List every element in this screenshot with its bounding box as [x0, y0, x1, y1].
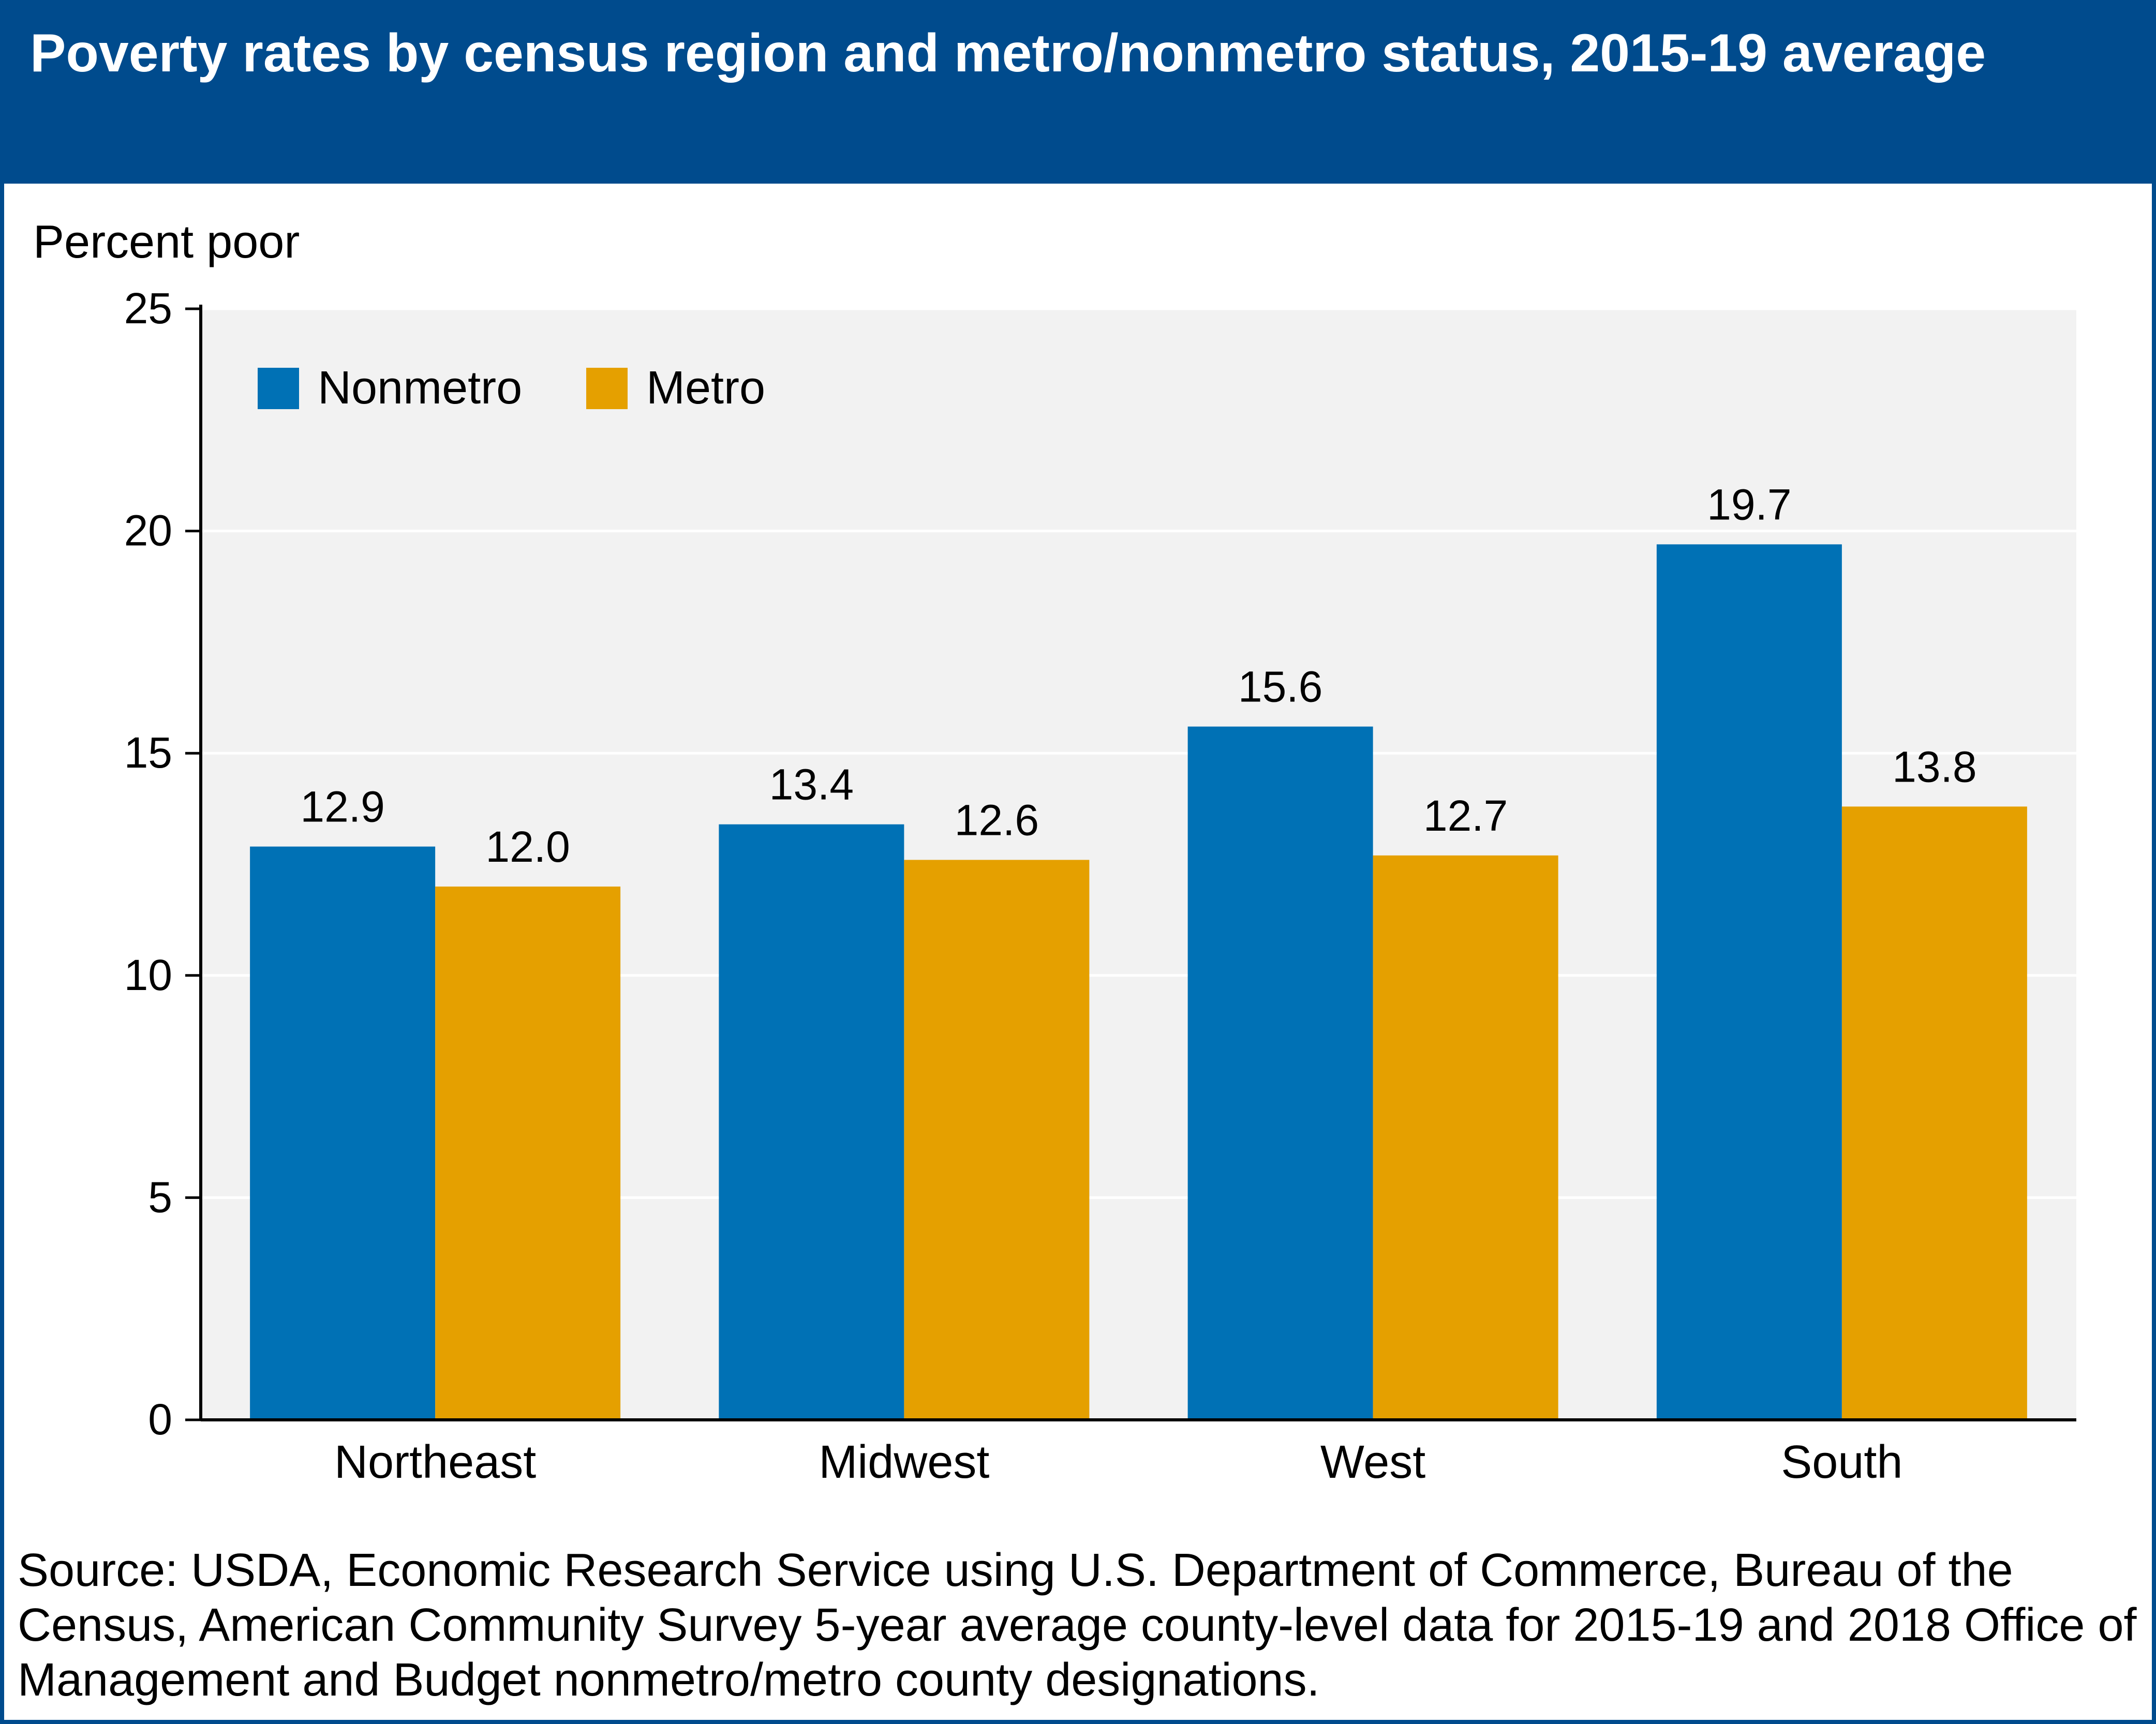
- source-note: Source: USDA, Economic Research Service …: [18, 1545, 2137, 1706]
- bar-nonmetro-south: [1656, 544, 1842, 1420]
- bar-metro-midwest: [904, 860, 1090, 1420]
- x-tick-label-south: South: [1781, 1436, 1902, 1488]
- y-tick-label-25: 25: [124, 284, 172, 333]
- y-tick-label-0: 0: [148, 1395, 172, 1444]
- data-label-nonmetro-northeast: 12.9: [300, 783, 385, 831]
- legend-swatch-nonmetro: [258, 368, 299, 409]
- legend-swatch-metro: [586, 368, 628, 409]
- data-label-metro-south: 13.8: [1892, 742, 1977, 791]
- legend: Nonmetro Metro: [258, 362, 765, 414]
- y-axis-title: Percent poor: [33, 216, 300, 268]
- y-tick-label-10: 10: [124, 951, 172, 999]
- bars: [250, 544, 2027, 1420]
- y-tick-label-5: 5: [148, 1173, 172, 1221]
- data-label-nonmetro-midwest: 13.4: [769, 760, 854, 809]
- bar-nonmetro-midwest: [719, 824, 904, 1420]
- chart-header: Poverty rates by census region and metro…: [4, 4, 2152, 184]
- x-tick-label-west: West: [1320, 1436, 1425, 1488]
- bar-metro-northeast: [435, 886, 621, 1420]
- data-label-metro-west: 12.7: [1423, 791, 1508, 840]
- y-tick-label-20: 20: [124, 506, 172, 555]
- y-tick-label-15: 15: [124, 728, 172, 777]
- chart-title: Poverty rates by census region and metro…: [30, 23, 1986, 83]
- data-label-nonmetro-south: 19.7: [1707, 480, 1792, 529]
- bar-metro-south: [1841, 806, 2027, 1420]
- bar-metro-west: [1373, 855, 1558, 1420]
- legend-label-nonmetro: Nonmetro: [318, 362, 522, 414]
- bar-chart: 12.9 12.0 13.4 12.6 15.6 12.7 19.7 13.8 0 5 10 15 2…: [33, 216, 2076, 1488]
- data-label-metro-midwest: 12.6: [955, 796, 1039, 844]
- data-label-nonmetro-west: 15.6: [1238, 663, 1323, 711]
- x-tick-label-northeast: Northeast: [334, 1436, 536, 1488]
- bar-nonmetro-northeast: [250, 846, 436, 1420]
- axes: 0 5 10 15 20 25 Northeast Midwest West South: [124, 284, 2076, 1488]
- bar-nonmetro-west: [1187, 726, 1373, 1420]
- x-tick-label-midwest: Midwest: [819, 1436, 989, 1488]
- legend-label-metro: Metro: [646, 362, 765, 414]
- data-labels: 12.9 12.0 13.4 12.6 15.6 12.7 19.7 13.8: [300, 480, 1976, 871]
- data-label-metro-northeast: 12.0: [485, 822, 570, 871]
